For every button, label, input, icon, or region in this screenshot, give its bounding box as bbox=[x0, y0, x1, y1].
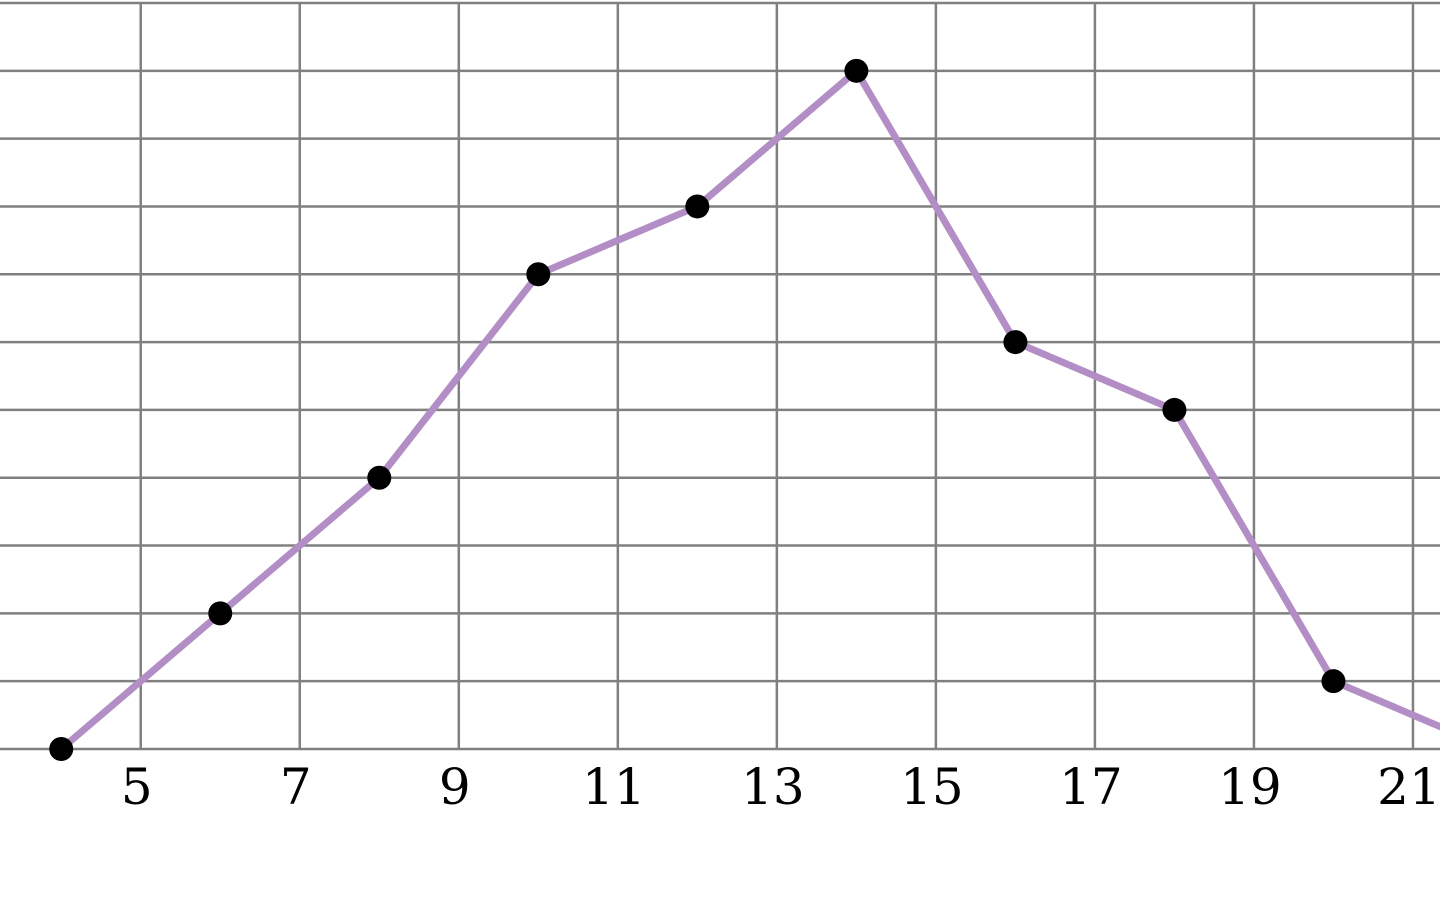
data-point bbox=[49, 737, 74, 761]
x-tick-label: 9 bbox=[439, 758, 471, 816]
data-point bbox=[526, 262, 551, 287]
x-tick-label: 19 bbox=[1218, 758, 1282, 816]
x-tick-label: 11 bbox=[582, 758, 646, 816]
x-tick-label: 7 bbox=[280, 758, 312, 816]
data-point bbox=[685, 194, 710, 219]
data-point bbox=[1003, 330, 1028, 355]
data-point bbox=[1162, 397, 1187, 422]
x-tick-label: 5 bbox=[121, 758, 153, 816]
x-tick-label: 21 bbox=[1377, 758, 1440, 816]
x-tick-label: 13 bbox=[741, 758, 805, 816]
x-tick-label: 15 bbox=[900, 758, 964, 816]
data-point bbox=[367, 465, 392, 490]
data-line bbox=[58, 67, 1440, 752]
data-point bbox=[1321, 669, 1346, 694]
data-point bbox=[844, 58, 869, 83]
data-point bbox=[208, 601, 233, 626]
x-tick-label: 17 bbox=[1059, 758, 1123, 816]
